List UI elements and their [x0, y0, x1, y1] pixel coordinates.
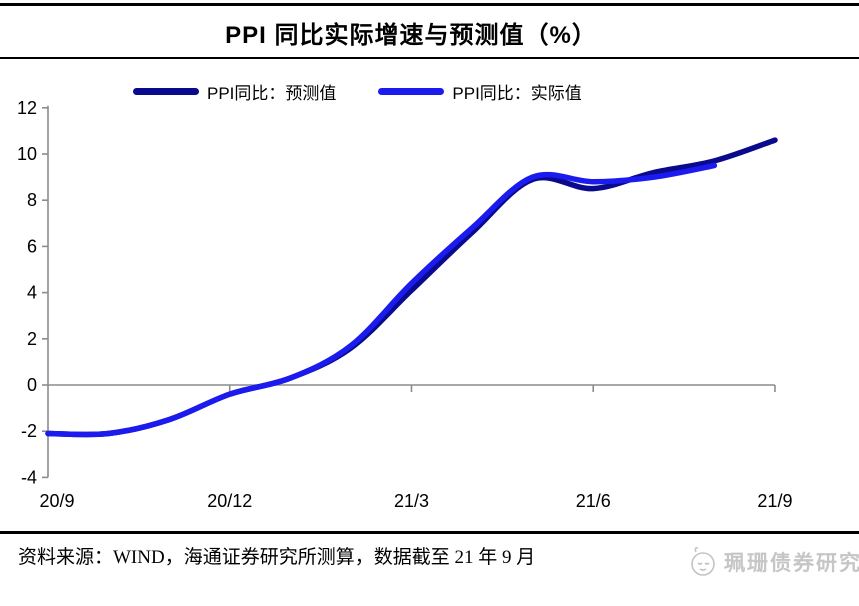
watermark: 珮珊债券研究 — [688, 546, 859, 578]
top-rule — [0, 3, 859, 6]
footer-rule — [0, 531, 859, 534]
y-axis-tick-label: 6 — [27, 236, 37, 256]
line-chart-plot: 12 10 8 6 4 2 0 -2 -420/9 20/12 21/3 21/6 21/9 — [17, 98, 793, 511]
y-axis-tick-label: 0 — [27, 375, 37, 395]
legend: PPI同比：预测值 PPI同比：实际值 — [133, 79, 582, 104]
legend-label-actual: PPI同比：实际值 — [452, 84, 582, 103]
x-axis-tick-label: 20/12 — [207, 491, 252, 511]
chart-title: PPI 同比实际增速与预测值（%） — [225, 22, 597, 49]
legend-item-actual: PPI同比：实际值 — [378, 79, 582, 104]
y-axis-tick-label: 4 — [27, 283, 37, 303]
source-note: 资料来源：WIND，海通证券研究所测算，数据截至 21 年 9 月 — [18, 547, 536, 568]
actual-line-swatch — [378, 88, 445, 95]
y-axis-tick-label: 2 — [27, 329, 37, 349]
legend-item-forecast: PPI同比：预测值 — [133, 79, 336, 104]
y-axis-tick-label: 12 — [17, 98, 37, 118]
title-rule — [0, 57, 859, 59]
actual-line-series — [45, 162, 718, 438]
x-axis-tick-label: 21/9 — [757, 491, 792, 511]
x-axis-tick-label: 20/9 — [39, 491, 74, 511]
y-axis-tick-label: 10 — [17, 144, 37, 164]
mascot-icon — [691, 547, 715, 576]
watermark-text: 珮珊债券研究 — [724, 552, 859, 575]
y-axis-tick-label: 8 — [27, 190, 37, 210]
y-axis-tick-label: -2 — [21, 421, 37, 441]
x-axis-tick-label: 21/3 — [394, 491, 429, 511]
x-axis-tick-label: 21/6 — [576, 491, 611, 511]
forecast-line-swatch — [133, 88, 199, 95]
legend-label-forecast: PPI同比：预测值 — [207, 84, 337, 103]
y-axis-tick-label: -4 — [21, 467, 37, 487]
